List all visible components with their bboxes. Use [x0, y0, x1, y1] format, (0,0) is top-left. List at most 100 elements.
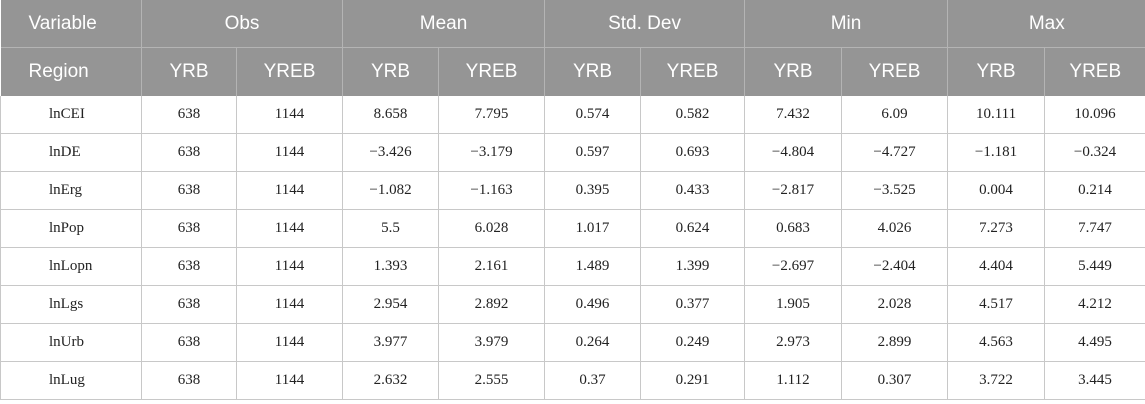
table-cell: 3.977: [342, 323, 440, 362]
row-variable-name: lnDE: [0, 133, 142, 172]
table-cell: 0.214: [1044, 171, 1145, 210]
table-cell: 0.693: [640, 133, 746, 172]
table-cell: 1144: [236, 171, 344, 210]
table-row: lnLug 638 1144 2.632 2.555 0.37 0.291 1.112 0.30…: [0, 361, 1145, 400]
table-cell: 1144: [236, 96, 344, 134]
table-cell: 3.979: [438, 323, 546, 362]
table-cell: −3.179: [438, 133, 546, 172]
table-cell: 0.574: [544, 96, 642, 134]
table-cell: 0.307: [841, 361, 949, 400]
table-cell: 10.111: [947, 96, 1046, 134]
table-cell: 2.892: [438, 285, 546, 324]
table-row: lnCEI 638 1144 8.658 7.795 0.574 0.582 7.432 6.0…: [0, 96, 1145, 134]
table-cell: 0.291: [640, 361, 746, 400]
table-cell: 4.495: [1044, 323, 1145, 362]
table-cell: −0.324: [1044, 133, 1145, 172]
table-cell: −4.804: [744, 133, 843, 172]
table-cell: 638: [141, 96, 237, 134]
header-sub-label: YRB: [342, 47, 440, 96]
table-cell: 1.393: [342, 247, 440, 286]
header-max: Max: [947, 0, 1145, 48]
header-min: Min: [744, 0, 949, 48]
table-cell: 638: [141, 285, 237, 324]
table-row: lnLgs 638 1144 2.954 2.892 0.496 0.377 1.905 2.0…: [0, 285, 1145, 324]
table-cell: −1.082: [342, 171, 440, 210]
table-cell: 6.09: [841, 96, 949, 134]
table-cell: 2.899: [841, 323, 949, 362]
table-row: lnLopn 638 1144 1.393 2.161 1.489 1.399 −2.697−…: [0, 247, 1145, 286]
table-cell: 7.747: [1044, 209, 1145, 248]
table-cell: −2.404: [841, 247, 949, 286]
table-cell: 7.273: [947, 209, 1046, 248]
table-cell: 1144: [236, 133, 344, 172]
header-sub-label: YREB: [640, 47, 746, 96]
table-cell: 1144: [236, 285, 344, 324]
table-cell: 1.399: [640, 247, 746, 286]
table-cell: 4.404: [947, 247, 1046, 286]
table-cell: −2.817: [744, 171, 843, 210]
table-cell: 1.112: [744, 361, 843, 400]
table-cell: 638: [141, 171, 237, 210]
header-std-dev: Std. Dev: [544, 0, 746, 48]
row-variable-name: lnErg: [0, 171, 142, 210]
table-cell: 0.004: [947, 171, 1046, 210]
table-cell: 0.597: [544, 133, 642, 172]
table-cell: 1.017: [544, 209, 642, 248]
header-sub-label: YREB: [1044, 47, 1145, 96]
header-sub-label: YREB: [438, 47, 546, 96]
table-cell: 1144: [236, 209, 344, 248]
table-cell: 4.517: [947, 285, 1046, 324]
table-cell: 4.563: [947, 323, 1046, 362]
table-cell: 638: [141, 209, 237, 248]
table-cell: 8.658: [342, 96, 440, 134]
table-cell: 10.096: [1044, 96, 1145, 134]
table-cell: −1.163: [438, 171, 546, 210]
table-row: lnDE 638 1144 −3.426 −3.179 0.597 0.693 −4.804−…: [0, 133, 1145, 172]
header-row-groups: Variable Obs Mean Std. Dev Min Max: [0, 0, 1145, 48]
table-cell: 2.555: [438, 361, 546, 400]
table-cell: 2.632: [342, 361, 440, 400]
table-cell: 0.433: [640, 171, 746, 210]
table-row: lnPop 638 1144 5.5 6.028 1.017 0.624 0.683 4.026…: [0, 209, 1145, 248]
table-cell: 7.795: [438, 96, 546, 134]
table-cell: 0.624: [640, 209, 746, 248]
table-cell: 0.683: [744, 209, 843, 248]
table-cell: 7.432: [744, 96, 843, 134]
row-variable-name: lnLug: [0, 361, 142, 400]
table-row: lnUrb 638 1144 3.977 3.979 0.264 0.249 2.973 2.8…: [0, 323, 1145, 362]
header-mean: Mean: [342, 0, 546, 48]
row-variable-name: lnCEI: [0, 96, 142, 134]
table-cell: 2.161: [438, 247, 546, 286]
table-cell: 0.395: [544, 171, 642, 210]
table-cell: 638: [141, 133, 237, 172]
header-sub-label: YREB: [841, 47, 949, 96]
table-cell: 3.445: [1044, 361, 1145, 400]
table-cell: 0.582: [640, 96, 746, 134]
table-cell: 4.212: [1044, 285, 1145, 324]
table-cell: −3.525: [841, 171, 949, 210]
table-cell: 0.264: [544, 323, 642, 362]
table-cell: 1.489: [544, 247, 642, 286]
table-body: lnCEI 638 1144 8.658 7.795 0.574 0.582 7.432 6.0…: [0, 96, 1145, 400]
table-cell: 1.905: [744, 285, 843, 324]
table-cell: −1.181: [947, 133, 1046, 172]
table-cell: 2.973: [744, 323, 843, 362]
table-header: Variable Obs Mean Std. Dev Min Max Regio…: [0, 0, 1145, 96]
table-cell: 3.722: [947, 361, 1046, 400]
header-row-regions: Region YRB YREB YRB YREB YRB YREB YRB YR…: [0, 47, 1145, 96]
table-cell: 6.028: [438, 209, 546, 248]
table-cell: 1144: [236, 247, 344, 286]
table-cell: 638: [141, 247, 237, 286]
table-cell: 1144: [236, 323, 344, 362]
header-sub-label: YRB: [141, 47, 237, 96]
header-variable: Variable: [0, 0, 142, 48]
header-sub-label: YRB: [544, 47, 642, 96]
header-sub-label: YRB: [947, 47, 1046, 96]
table-cell: 4.026: [841, 209, 949, 248]
row-variable-name: lnLopn: [0, 247, 142, 286]
row-variable-name: lnPop: [0, 209, 142, 248]
table-cell: 2.028: [841, 285, 949, 324]
header-region: Region: [0, 47, 142, 96]
table-cell: 0.377: [640, 285, 746, 324]
